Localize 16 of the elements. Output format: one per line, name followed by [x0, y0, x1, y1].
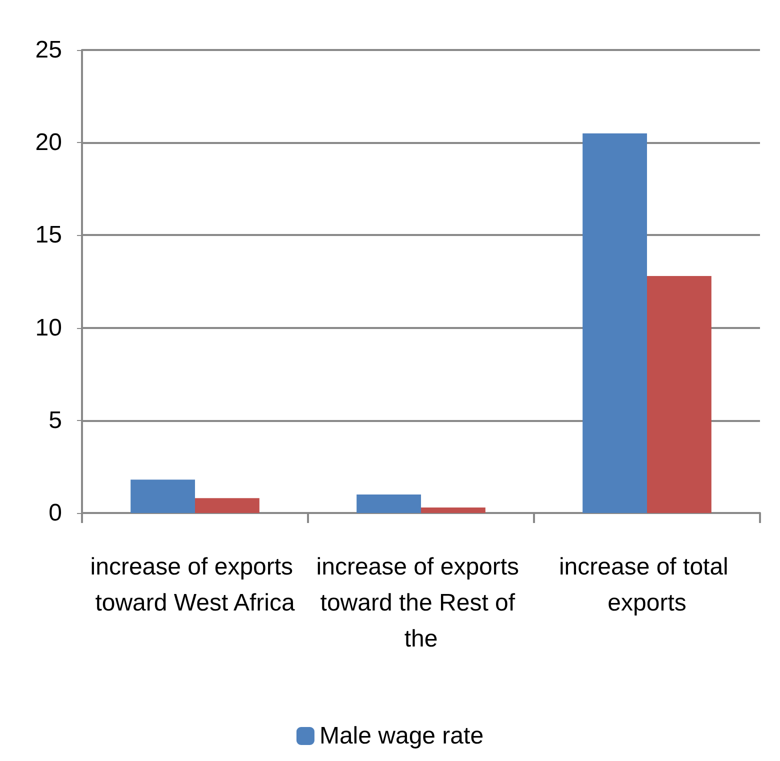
bar [421, 507, 486, 513]
bar [582, 133, 647, 513]
x-tick-label: increase of exports toward West Africa [90, 554, 300, 616]
y-tick-label: 10 [35, 314, 62, 342]
y-tick-label: 25 [35, 36, 62, 64]
bar [130, 480, 195, 513]
x-tick-label: increase of total exports [558, 554, 736, 616]
y-tick-label: 5 [48, 406, 62, 434]
y-tick-label: 0 [48, 500, 62, 526]
bar [195, 498, 260, 513]
bar [647, 276, 712, 513]
legend-label: Male wage rate [319, 722, 484, 750]
x-tick-label: increase of exports toward the Rest of the [316, 554, 526, 652]
bar [356, 494, 421, 513]
y-tick-label: 15 [35, 222, 62, 249]
y-tick-label: 20 [35, 129, 62, 156]
